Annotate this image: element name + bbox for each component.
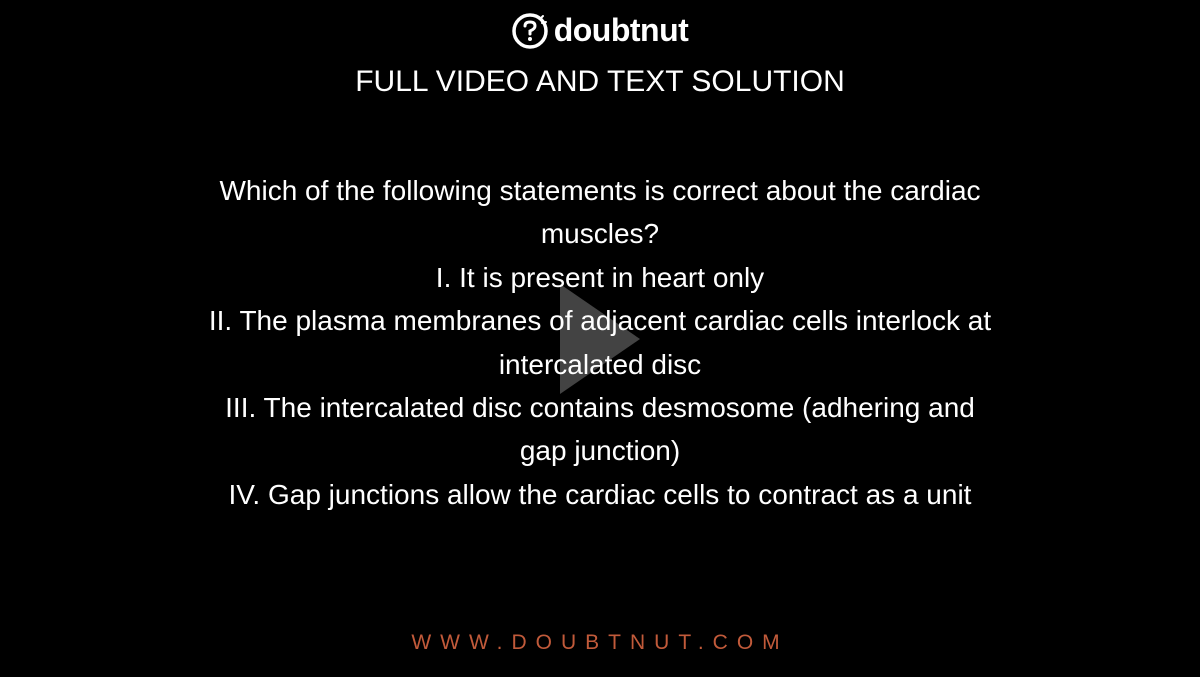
- question-line-2: muscles?: [90, 212, 1110, 255]
- question-line-6: III. The intercalated disc contains desm…: [90, 386, 1110, 429]
- question-line-5: intercalated disc: [90, 343, 1110, 386]
- question-line-1: Which of the following statements is cor…: [90, 169, 1110, 212]
- doubtnut-logo-icon: [512, 13, 548, 49]
- question-line-3: I. It is present in heart only: [90, 256, 1110, 299]
- question-line-7: gap junction): [90, 429, 1110, 472]
- question-line-4: II. The plasma membranes of adjacent car…: [90, 299, 1110, 342]
- footer-url: WWW.DOUBTNUT.COM: [0, 631, 1200, 655]
- question-container: Which of the following statements is cor…: [0, 169, 1200, 516]
- video-subtitle: FULL VIDEO AND TEXT SOLUTION: [355, 65, 845, 99]
- question-line-8: IV. Gap junctions allow the cardiac cell…: [90, 473, 1110, 516]
- logo-brand-text: doubtnut: [554, 12, 689, 49]
- logo-container: doubtnut: [512, 12, 689, 49]
